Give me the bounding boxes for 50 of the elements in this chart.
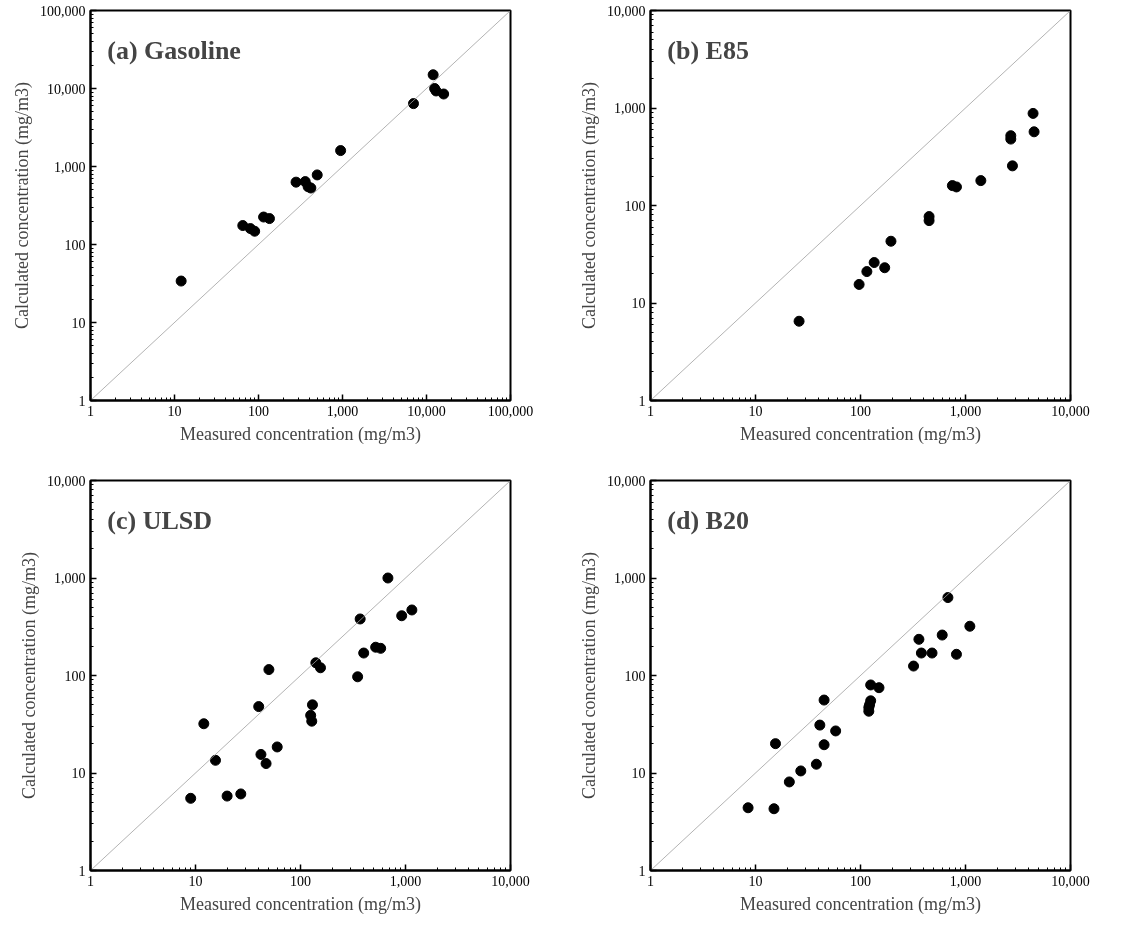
y-tick-label: 1 bbox=[638, 393, 646, 409]
y-tick-label: 100 bbox=[64, 668, 86, 684]
x-tick-label: 10 bbox=[748, 403, 763, 419]
y-tick-label: 10 bbox=[71, 315, 86, 331]
y-tick-label: 10,000 bbox=[47, 81, 86, 97]
y-tick-label: 10 bbox=[631, 766, 646, 781]
x-tick-label: 100,000 bbox=[487, 403, 534, 419]
text: (a) Gasoline bbox=[107, 36, 241, 66]
x-tick-label: 10,000 bbox=[491, 873, 530, 889]
text: (c) ULSD bbox=[107, 506, 213, 536]
x-tick-label: 10 bbox=[748, 873, 763, 889]
x-tick-label: 10,000 bbox=[1051, 873, 1090, 889]
x-tick-label: 100 bbox=[248, 403, 269, 419]
y-tick-label: 1,000 bbox=[54, 159, 86, 175]
y-tick-label: 10 bbox=[71, 766, 86, 781]
x-tick-label: 1,000 bbox=[949, 403, 982, 419]
y-axis-title: Calculated concentration (mg/m3) bbox=[579, 82, 600, 329]
y-tick-label: 10,000 bbox=[607, 3, 646, 19]
y-tick-label: 100 bbox=[624, 198, 646, 214]
x-tick-label: 10 bbox=[188, 873, 203, 889]
y-tick-label: 10 bbox=[631, 296, 646, 311]
y-tick-label: 10,000 bbox=[607, 473, 646, 489]
y-axis-title: Calculated concentration (mg/m3) bbox=[579, 552, 600, 799]
text: (b) E85 bbox=[667, 36, 749, 66]
y-axis-title: Calculated concentration (mg/m3) bbox=[19, 552, 40, 799]
x-axis-title: Measured concentration (mg/m3) bbox=[740, 893, 981, 915]
x-tick-label: 10,000 bbox=[1051, 403, 1090, 419]
x-tick-label: 100 bbox=[290, 873, 311, 889]
y-tick-label: 100,000 bbox=[40, 3, 86, 19]
x-tick-label: 1,000 bbox=[326, 403, 359, 419]
y-tick-label: 100 bbox=[64, 237, 86, 253]
x-axis-title: Measured concentration (mg/m3) bbox=[180, 423, 421, 445]
x-axis-title: Measured concentration (mg/m3) bbox=[740, 423, 981, 445]
y-tick-label: 10,000 bbox=[47, 473, 86, 489]
y-tick-label: 1,000 bbox=[614, 571, 646, 586]
y-tick-label: 100 bbox=[624, 668, 646, 684]
x-tick-label: 1,000 bbox=[949, 873, 982, 889]
y-tick-label: 1,000 bbox=[614, 101, 646, 116]
x-tick-label: 1,000 bbox=[389, 873, 422, 889]
y-tick-label: 1,000 bbox=[54, 571, 86, 586]
y-axis-title: Calculated concentration (mg/m3) bbox=[12, 82, 33, 329]
x-tick-label: 10 bbox=[167, 403, 182, 419]
y-tick-label: 1 bbox=[78, 393, 86, 409]
x-tick-label: 100 bbox=[850, 403, 871, 419]
x-tick-label: 10,000 bbox=[407, 403, 446, 419]
y-tick-label: 1 bbox=[78, 863, 86, 879]
text: (d) B20 bbox=[667, 506, 749, 536]
x-tick-label: 100 bbox=[850, 873, 871, 889]
y-tick-label: 1 bbox=[638, 863, 646, 879]
x-axis-title: Measured concentration (mg/m3) bbox=[180, 893, 421, 915]
